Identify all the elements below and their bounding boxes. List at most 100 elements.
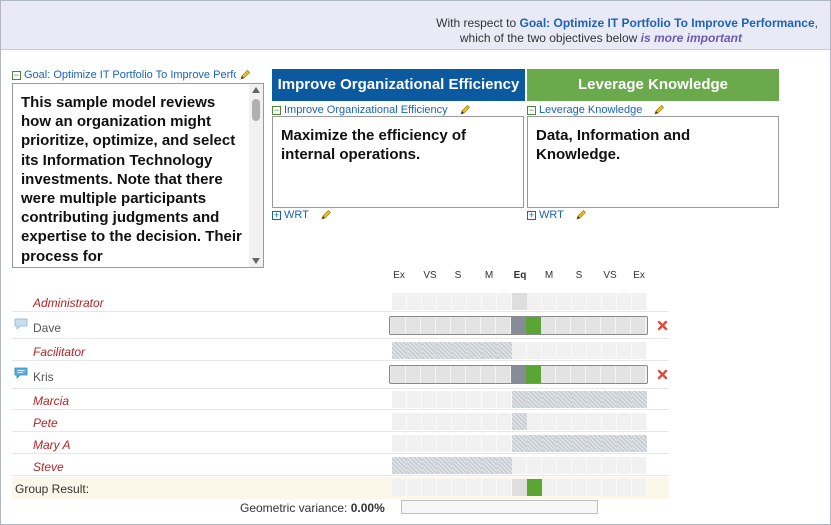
collapse-icon[interactable]: −: [12, 69, 21, 80]
scale-cell: [497, 413, 512, 430]
scale-cell[interactable]: [451, 366, 466, 383]
scale-cell: [632, 293, 647, 310]
scale-cell[interactable]: [436, 366, 451, 383]
scale-cell[interactable]: [631, 366, 646, 383]
pencil-icon[interactable]: [459, 104, 471, 116]
right-wrt-text[interactable]: WRT: [539, 209, 564, 221]
scale-cell[interactable]: [571, 317, 586, 334]
collapse-icon[interactable]: −: [527, 104, 536, 115]
left-objective-label-text[interactable]: Improve Organizational Efficiency: [284, 104, 448, 116]
scale-cell[interactable]: [601, 366, 616, 383]
left-objective-header: Improve Organizational Efficiency: [272, 69, 525, 101]
variance-bar: [401, 500, 598, 514]
scale-cell: [392, 413, 407, 430]
left-wrt-text[interactable]: WRT: [284, 209, 309, 221]
goal-link[interactable]: Goal: Optimize IT Portfolio To Improve P…: [519, 16, 815, 30]
scale-cell[interactable]: [406, 317, 421, 334]
scale-cell-filled: [572, 435, 587, 452]
scale-cell-equal: [512, 479, 527, 496]
scale-cell: [452, 293, 467, 310]
pencil-icon[interactable]: [653, 104, 665, 116]
remove-judgment-icon[interactable]: [657, 369, 668, 380]
scale-cell-filled: [482, 457, 497, 474]
judgment-slider[interactable]: [389, 365, 648, 384]
pencil-icon[interactable]: [575, 209, 587, 221]
scale-cell: [467, 479, 482, 496]
scale-cell[interactable]: [541, 317, 556, 334]
scroll-thumb[interactable]: [252, 99, 260, 121]
scale-cell[interactable]: [556, 317, 571, 334]
scale-cell-filled: [482, 342, 497, 359]
judgment-bar: [392, 342, 649, 359]
scale-cell[interactable]: [571, 366, 586, 383]
scale-cell[interactable]: [436, 317, 451, 334]
scale-cell[interactable]: [481, 366, 496, 383]
right-objective-label-text[interactable]: Leverage Knowledge: [539, 104, 643, 116]
scale-cell-filled: [422, 342, 437, 359]
scale-cell[interactable]: [631, 317, 646, 334]
goal-label-text[interactable]: Goal: Optimize IT Portfolio To Improve P…: [24, 69, 236, 81]
scale-cell[interactable]: [421, 366, 436, 383]
left-wrt-link[interactable]: + WRT: [272, 209, 332, 221]
scale-cell: [422, 479, 437, 496]
participant-name: Steve: [33, 460, 64, 474]
scale-cell: [482, 293, 497, 310]
judgment-slider[interactable]: [389, 316, 648, 335]
right-objective-label[interactable]: − Leverage Knowledge: [527, 104, 665, 116]
scale-cell-equal[interactable]: [511, 317, 526, 334]
scale-cell-selected[interactable]: [526, 366, 541, 383]
participant-row-marcia: Marcia: [12, 389, 669, 410]
scale-cell: [557, 479, 572, 496]
scale-cell-filled: [602, 391, 617, 408]
scale-cell: [437, 293, 452, 310]
scale-cell[interactable]: [421, 317, 436, 334]
scale-cell[interactable]: [541, 366, 556, 383]
scale-cell-filled: [587, 391, 602, 408]
scale-cell[interactable]: [616, 317, 631, 334]
scale-cell-filled: [557, 435, 572, 452]
scale-cell: [602, 457, 617, 474]
left-objective-label[interactable]: − Improve Organizational Efficiency: [272, 104, 471, 116]
scroll-up-arrow-icon[interactable]: [252, 87, 260, 93]
scale-cell[interactable]: [466, 366, 481, 383]
collapse-icon[interactable]: −: [272, 104, 281, 115]
scale-cell[interactable]: [496, 366, 511, 383]
scale-cell: [617, 413, 632, 430]
expand-icon[interactable]: +: [527, 209, 536, 220]
scale-cell[interactable]: [391, 366, 406, 383]
expand-icon[interactable]: +: [272, 209, 281, 220]
goal-node-label[interactable]: − Goal: Optimize IT Portfolio To Improve…: [12, 69, 252, 81]
right-wrt-link[interactable]: + WRT: [527, 209, 587, 221]
comment-icon[interactable]: [14, 367, 28, 379]
goal-description: This sample model reviews how an organiz…: [21, 94, 242, 265]
goal-scrollbar[interactable]: [249, 84, 263, 267]
scale-cell[interactable]: [496, 317, 511, 334]
scale-cell: [407, 391, 422, 408]
scale-cell[interactable]: [481, 317, 496, 334]
pencil-icon[interactable]: [239, 69, 251, 81]
scale-cell: [512, 342, 527, 359]
scale-cell[interactable]: [406, 366, 421, 383]
scale-cell[interactable]: [586, 317, 601, 334]
scale-cell[interactable]: [616, 366, 631, 383]
scale-cell[interactable]: [601, 317, 616, 334]
scale-cell[interactable]: [391, 317, 406, 334]
scale-cell[interactable]: [586, 366, 601, 383]
pencil-icon[interactable]: [320, 209, 332, 221]
comment-icon[interactable]: [14, 318, 28, 330]
goal-description-box[interactable]: This sample model reviews how an organiz…: [12, 83, 264, 268]
scroll-down-arrow-icon[interactable]: [252, 258, 260, 264]
scale-cell[interactable]: [451, 317, 466, 334]
remove-judgment-icon[interactable]: [657, 320, 668, 331]
scale-cell: [467, 413, 482, 430]
scale-cell[interactable]: [466, 317, 481, 334]
scale-cell-filled: [632, 435, 647, 452]
participant-name: Marcia: [33, 394, 70, 408]
scale-cell[interactable]: [556, 366, 571, 383]
participant-row-pete: Pete: [12, 410, 669, 432]
scale-cell-selected[interactable]: [526, 317, 541, 334]
scale-cell: [557, 413, 572, 430]
scale-cell-equal[interactable]: [511, 366, 526, 383]
scale-cell-filled: [407, 457, 422, 474]
scale-cell-filled: [392, 457, 407, 474]
